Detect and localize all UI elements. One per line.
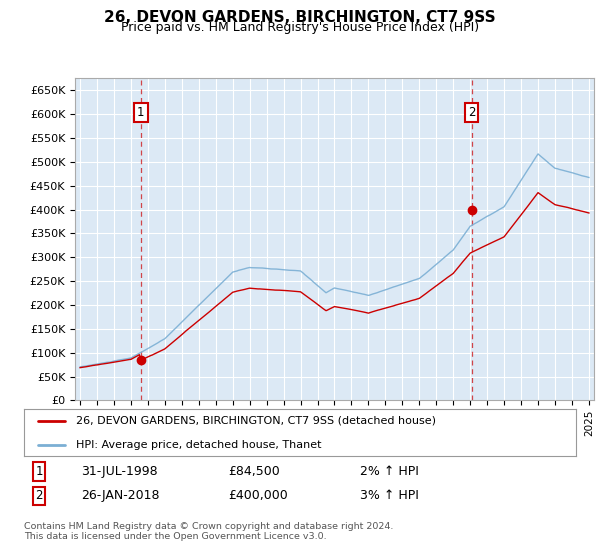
Text: 3% ↑ HPI: 3% ↑ HPI bbox=[360, 489, 419, 502]
Text: 2: 2 bbox=[468, 106, 475, 119]
Text: Price paid vs. HM Land Registry's House Price Index (HPI): Price paid vs. HM Land Registry's House … bbox=[121, 21, 479, 34]
Text: £400,000: £400,000 bbox=[228, 489, 288, 502]
Text: 31-JUL-1998: 31-JUL-1998 bbox=[81, 465, 158, 478]
Text: 2% ↑ HPI: 2% ↑ HPI bbox=[360, 465, 419, 478]
Text: 26, DEVON GARDENS, BIRCHINGTON, CT7 9SS: 26, DEVON GARDENS, BIRCHINGTON, CT7 9SS bbox=[104, 10, 496, 25]
Text: 26-JAN-2018: 26-JAN-2018 bbox=[81, 489, 160, 502]
Text: 1: 1 bbox=[35, 465, 43, 478]
Text: 26, DEVON GARDENS, BIRCHINGTON, CT7 9SS (detached house): 26, DEVON GARDENS, BIRCHINGTON, CT7 9SS … bbox=[76, 416, 436, 426]
Text: Contains HM Land Registry data © Crown copyright and database right 2024.
This d: Contains HM Land Registry data © Crown c… bbox=[24, 522, 394, 542]
Text: £84,500: £84,500 bbox=[228, 465, 280, 478]
Text: 1: 1 bbox=[137, 106, 145, 119]
Text: 2: 2 bbox=[35, 489, 43, 502]
Text: HPI: Average price, detached house, Thanet: HPI: Average price, detached house, Than… bbox=[76, 440, 322, 450]
